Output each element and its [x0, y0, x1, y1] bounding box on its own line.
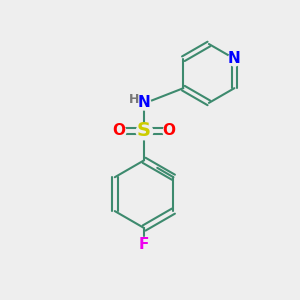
Text: N: N [228, 51, 241, 66]
Text: H: H [129, 93, 139, 106]
Text: O: O [112, 123, 126, 138]
Text: F: F [139, 237, 149, 252]
Text: N: N [138, 95, 151, 110]
Text: O: O [163, 123, 176, 138]
Text: S: S [137, 122, 151, 140]
